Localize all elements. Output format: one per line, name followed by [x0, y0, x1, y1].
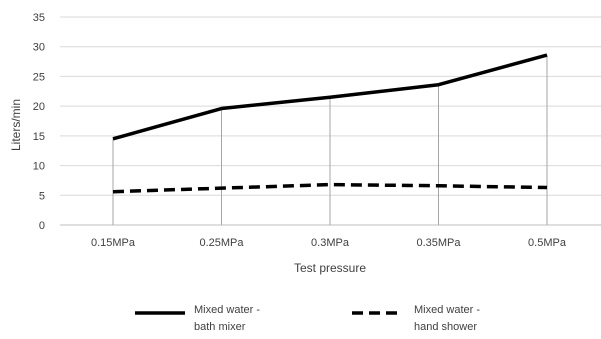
- y-tick-label: 25: [33, 71, 45, 83]
- x-axis-ticks: 0.15MPa 0.25MPa 0.3MPa 0.35MPa 0.5MPa: [91, 237, 567, 249]
- legend-label-hand-shower-line2: hand shower: [414, 321, 477, 333]
- x-tick-label: 0.3MPa: [311, 237, 350, 249]
- series-lines: [112, 53, 548, 194]
- y-tick-label: 30: [33, 42, 45, 54]
- y-tick-label: 20: [33, 101, 45, 113]
- y-tick-label: 0: [39, 220, 45, 232]
- legend: Mixed water - bath mixer Mixed water - h…: [135, 304, 480, 333]
- x-tick-label: 0.25MPa: [199, 237, 244, 249]
- legend-item-bath-mixer: Mixed water - bath mixer: [135, 304, 260, 333]
- legend-label-bath-mixer-line1: Mixed water -: [194, 304, 260, 316]
- x-axis-title: Test pressure: [294, 261, 366, 275]
- y-tick-label: 5: [39, 190, 45, 202]
- drop-lines: [112, 55, 548, 225]
- legend-label-hand-shower-line1: Mixed water -: [414, 304, 480, 316]
- y-tick-label: 35: [33, 12, 45, 24]
- series-line-hand-shower: [112, 182, 548, 194]
- legend-label-bath-mixer-line2: bath mixer: [194, 321, 246, 333]
- legend-item-hand-shower: Mixed water - hand shower: [352, 304, 480, 333]
- x-tick-label: 0.35MPa: [416, 237, 461, 249]
- y-axis-ticks: 0 5 10 15 20 25 30 35: [33, 12, 45, 232]
- y-tick-label: 10: [33, 161, 45, 173]
- x-tick-label: 0.5MPa: [528, 237, 567, 249]
- x-tick-label: 0.15MPa: [91, 237, 136, 249]
- y-tick-label: 15: [33, 131, 45, 143]
- y-axis-title: Liters/min: [9, 99, 23, 151]
